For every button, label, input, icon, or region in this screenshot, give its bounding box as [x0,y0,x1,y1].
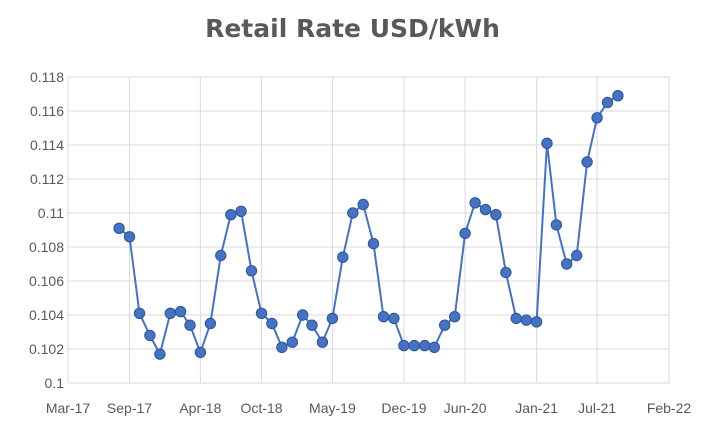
data-point [215,249,227,262]
data-point [591,112,603,124]
x-tick-label: Jan-21 [515,400,558,416]
data-point [286,336,298,348]
x-tick-label: Apr-18 [179,400,221,416]
y-tick-label: 0.116 [30,103,64,119]
data-point [337,251,349,263]
data-point [581,156,593,168]
data-point [601,96,614,109]
data-point [520,314,532,326]
data-point [164,307,177,319]
data-point [144,329,156,342]
data-point [154,348,166,360]
y-tick-label: 0.1 [45,375,65,391]
y-tick-label: 0.11 [38,205,64,221]
data-point [174,305,187,318]
x-tick-label: Feb-22 [647,400,692,416]
data-point [225,209,237,221]
axis-ticks: 0.1 0.102 0.104 0.106 0.108 0.11 0.112 0.114 0.1… [29,69,691,416]
data-point [357,198,369,211]
x-tick-label: Jul-21 [578,400,616,416]
data-point [550,219,563,231]
y-tick-label: 0.108 [29,239,64,255]
data-point [123,231,136,243]
data-point [297,309,309,321]
data-point [408,339,420,352]
y-tick-label: 0.102 [29,341,64,357]
data-point [479,203,492,216]
data-point [276,341,288,353]
data-point [541,137,553,150]
y-tick-label: 0.106 [29,273,64,289]
x-tick-label: May-19 [309,400,356,416]
data-point [469,197,481,209]
data-point [306,319,318,331]
data-point [316,336,329,348]
x-tick-label: Oct-18 [241,400,283,416]
data-point [490,209,502,221]
data-point [561,258,573,270]
data-point [326,312,339,325]
data-point [133,307,146,319]
x-tick-label: Jun-20 [444,400,487,416]
data-point [377,311,390,323]
data-point [510,312,522,325]
data-point [266,317,278,330]
data-point [184,319,196,331]
data-point [367,237,380,250]
data-point [530,316,543,328]
data-point [612,90,624,102]
x-tick-label: Sep-17 [107,400,152,416]
data-point [204,317,217,330]
data-point [347,207,359,219]
data-point [398,339,410,352]
x-tick-label: Mar-17 [46,400,91,416]
series [113,90,624,360]
x-tick-label: Dec-19 [381,400,426,416]
data-point [113,222,125,235]
y-tick-label: 0.112 [30,171,64,187]
y-tick-label: 0.104 [29,307,64,323]
data-point [500,266,512,279]
data-point [194,346,207,359]
data-point [459,227,471,240]
data-point [255,307,268,319]
data-point [419,339,431,352]
data-point [388,312,400,325]
chart-title: Retail Rate USD/kWh [205,14,500,43]
data-point [439,319,451,331]
data-point [449,311,461,323]
data-point [245,265,258,277]
data-point [428,341,440,353]
data-point [571,249,583,262]
data-point [235,205,247,218]
y-tick-label: 0.118 [30,69,64,85]
y-tick-label: 0.114 [30,137,64,153]
